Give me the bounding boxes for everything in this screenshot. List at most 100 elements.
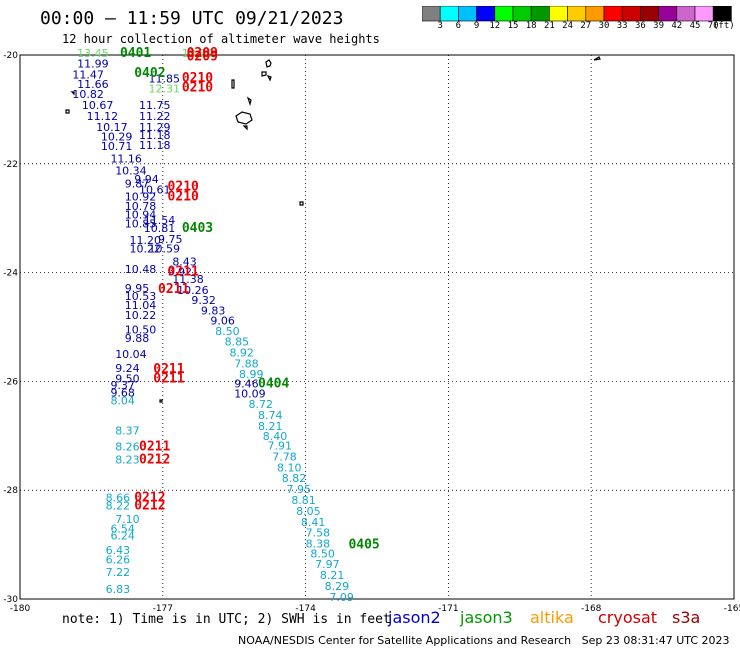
wave-height-value: 10.59 xyxy=(149,243,181,256)
lat-tick-label: -24 xyxy=(3,269,18,279)
wave-height-value: 10.92 xyxy=(125,190,157,203)
color-scale-label: 12 xyxy=(489,21,501,31)
island-shape xyxy=(65,56,601,403)
wave-height-value: 11.12 xyxy=(87,110,119,123)
wave-height-value: 6.26 xyxy=(106,553,130,566)
wave-height-value: 10.34 xyxy=(115,164,147,177)
wave-height-value: 9.06 xyxy=(210,314,235,327)
wave-height-value: 11.20 xyxy=(129,234,161,247)
color-scale-label: 36 xyxy=(634,21,646,31)
wave-height-value: 8.72 xyxy=(248,398,272,411)
wave-height-value: 11.66 xyxy=(77,78,109,91)
wave-height-value: 11.04 xyxy=(125,299,157,312)
map-frame xyxy=(19,54,735,600)
wave-height-value: 11.99 xyxy=(77,58,109,71)
wave-height-value: 9.46 xyxy=(234,378,259,391)
wave-height-value: 8.50 xyxy=(215,325,240,338)
color-scale-label: 45 xyxy=(689,21,701,31)
wave-height-value: 9.94 xyxy=(134,173,159,186)
pass-time-label: 0210 xyxy=(168,189,199,204)
wave-height-value: 7.78 xyxy=(272,450,297,463)
wave-height-value: 11.18 xyxy=(139,139,171,152)
wave-height-value: 8.38 xyxy=(306,538,331,551)
pass-time-label: 0211 xyxy=(168,265,199,280)
pass-time-label: 0209 xyxy=(187,46,218,61)
wave-height-value: 8.43 xyxy=(172,256,197,269)
wave-height-value: 7.09 xyxy=(329,591,354,604)
wave-height-value: 10.22 xyxy=(129,243,161,256)
wave-height-value: 11.38 xyxy=(172,273,204,286)
axis-labels: -180 -177 -174 -171 -168 -165 -20 -22 -24 -26 -28 -… xyxy=(3,51,740,614)
wave-height-value: 10.29 xyxy=(101,131,133,144)
wave-height-value: 7.10 xyxy=(115,513,140,526)
wave-height-value: 8.05 xyxy=(296,505,321,518)
wave-height-value: 11.54 xyxy=(144,214,176,227)
wave-height-value: 11.75 xyxy=(139,99,171,112)
wave-height-value: 10.50 xyxy=(125,324,157,337)
pass-time-label: 0211 xyxy=(139,440,170,455)
pass-time-label: 0211 xyxy=(153,372,184,387)
island-coastlines xyxy=(65,56,601,403)
wave-height-value: 8.85 xyxy=(225,336,250,349)
pass-time-label: 0212 xyxy=(134,498,165,513)
wave-height-value: 8.82 xyxy=(282,472,307,485)
lat-tick-label: -28 xyxy=(3,486,18,496)
page-subtitle: 12 hour collection of altimeter wave hei… xyxy=(62,32,380,46)
wave-height-value: 9.75 xyxy=(158,233,183,246)
wave-height-value: 8.10 xyxy=(277,461,302,474)
wave-height-value: 11.22 xyxy=(139,110,171,123)
wave-height-value: 9.88 xyxy=(125,332,150,345)
wave-height-value: 11.85 xyxy=(149,72,181,85)
wave-height-value: 8.40 xyxy=(263,430,288,443)
lat-tick-label: -26 xyxy=(3,377,18,387)
wave-height-value: 10.22 xyxy=(125,309,157,322)
satellite-legend-cryosat: cryosat xyxy=(598,608,658,627)
wave-height-value: 8.04 xyxy=(110,394,135,407)
pass-time-label: 0210 xyxy=(182,81,213,96)
wave-height-value: 11.18 xyxy=(139,129,171,142)
pass-time-label: 0401 xyxy=(120,46,151,61)
wave-height-value: 7.91 xyxy=(268,440,293,453)
color-scale-label: 70 xyxy=(707,21,719,31)
color-scale-unit: (ft) xyxy=(713,21,735,31)
footnote: note: 1) Time is in UTC; 2) SWH is in fe… xyxy=(62,612,391,627)
color-scale-label: 33 xyxy=(616,21,628,31)
satellite-legend-jason2: jason2 xyxy=(388,608,441,627)
wave-height-value: 8.26 xyxy=(115,441,140,454)
satellite-legend-altika: altika xyxy=(530,608,574,627)
wave-height-value: 8.23 xyxy=(115,454,140,467)
lon-tick-label: -180 xyxy=(10,604,31,614)
wave-height-value: 6.43 xyxy=(106,544,130,557)
color-scale-label: 9 xyxy=(473,21,480,31)
wave-height-value: 9.92 xyxy=(168,266,193,279)
wave-height-value: 8.37 xyxy=(115,424,140,437)
wave-height-value: 8.81 xyxy=(291,494,316,507)
color-scale-label: 30 xyxy=(598,21,610,31)
wave-height-value: 10.48 xyxy=(125,263,157,276)
wave-height-value: 8.92 xyxy=(229,347,254,360)
wave-height-value: 10.67 xyxy=(82,99,114,112)
wave-height-value: 11.16 xyxy=(110,152,142,165)
wave-height-value: 8.74 xyxy=(258,409,283,422)
lat-tick-label: -22 xyxy=(3,160,18,170)
pass-time-label: 0404 xyxy=(258,377,289,392)
credit-line: NOAA/NESDIS Center for Satellite Applica… xyxy=(238,634,730,647)
pass-time-label: 0403 xyxy=(182,221,213,236)
wave-height-value: 13.29 xyxy=(182,47,214,60)
wave-height-value: 8.66 xyxy=(106,491,130,504)
pass-time-label: 0402 xyxy=(134,66,165,81)
wave-height-value: 10.85 xyxy=(125,218,157,231)
color-scale-label: 39 xyxy=(653,21,665,31)
wave-height-value: 10.04 xyxy=(115,348,147,361)
lat-tick-label: -30 xyxy=(3,595,18,605)
wave-height-value: 8.99 xyxy=(239,368,264,381)
wave-height-value: 8.21 xyxy=(320,569,345,582)
wave-height-value: 10.61 xyxy=(139,183,171,196)
wave-height-value: 10.78 xyxy=(125,200,157,213)
pass-time-label: 0211 xyxy=(153,362,184,377)
wave-height-value: 9.95 xyxy=(125,282,150,295)
wave-height-value: 10.81 xyxy=(144,222,176,235)
color-scale-label: 15 xyxy=(507,21,519,31)
pass-time-label: 0209 xyxy=(187,50,218,65)
satellite-legend-jason3: jason3 xyxy=(460,608,513,627)
